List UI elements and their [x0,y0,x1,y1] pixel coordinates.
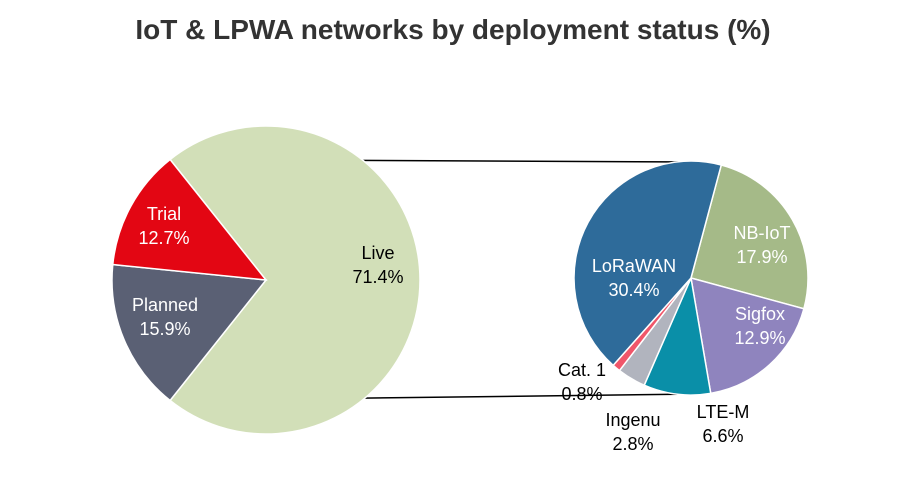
pie-slice-live [169,125,421,435]
slice-value-lorawan: 30.4% [608,280,659,300]
secondary-pie [573,160,809,396]
slice-label-lte-m: LTE-M [697,402,750,422]
slice-label-sigfox: Sigfox [735,304,785,324]
slice-label-trial: Trial [147,204,181,224]
slice-label-nb-iot: NB-IoT [733,223,790,243]
pie-slice-lorawan [573,160,723,367]
pie-slice-planned [111,263,268,402]
main-pie [111,125,421,435]
slice-label-cat-1: Cat. 1 [558,360,606,380]
chart-title: IoT & LPWA networks by deployment status… [135,14,771,45]
pie-slice-sigfox [690,276,805,395]
slice-label-lorawan: LoRaWAN [592,256,676,276]
slice-label-planned: Planned [132,295,198,315]
slice-value-ingenu: 2.8% [612,434,653,454]
slice-value-cat-1: 0.8% [561,384,602,404]
pie-slice-trial [111,158,268,281]
pie-slice-nb-iot [690,164,809,310]
slice-value-trial: 12.7% [138,228,189,248]
slice-value-live: 71.4% [352,267,403,287]
slice-value-planned: 15.9% [139,319,190,339]
slice-label-live: Live [361,243,394,263]
slice-value-sigfox: 12.9% [734,328,785,348]
slice-label-ingenu: Ingenu [605,410,660,430]
slice-value-nb-iot: 17.9% [736,247,787,267]
slice-value-lte-m: 6.6% [702,426,743,446]
slice-labels: Live 71.4% Planned 15.9% Trial 12.7% NB-IoT 17.… [132,204,791,454]
